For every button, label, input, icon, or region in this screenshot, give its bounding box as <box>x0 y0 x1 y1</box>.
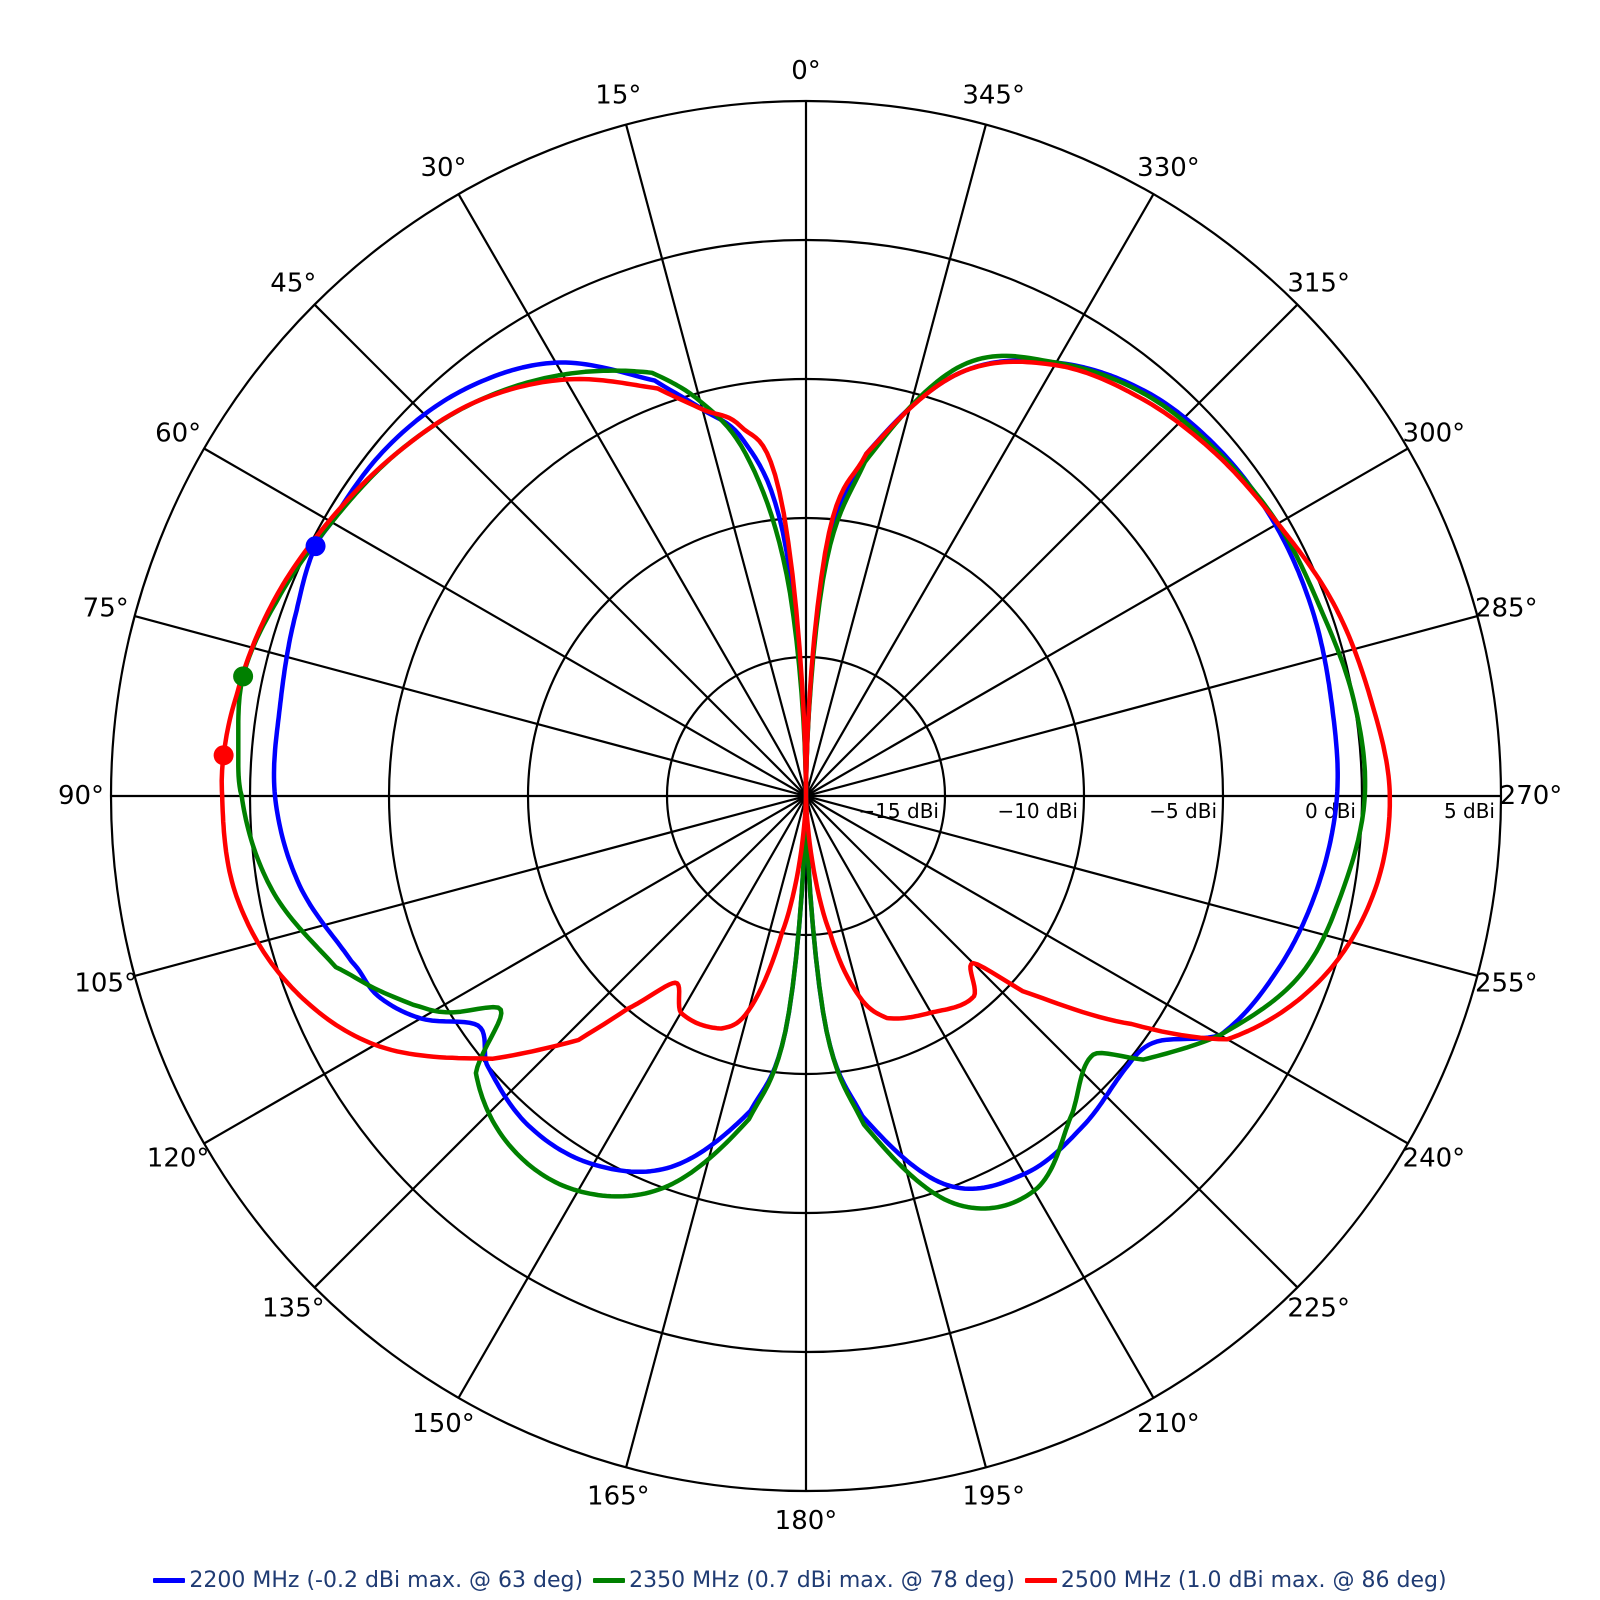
angle-label-210: 210° <box>1137 1409 1200 1439</box>
spoke-45 <box>313 303 807 797</box>
radial-tick-label-4: 5 dBi <box>1444 799 1495 823</box>
angle-label-285: 285° <box>1475 593 1538 623</box>
legend-item-2500[interactable]: 2500 MHz (1.0 dBi max. @ 86 deg) <box>1024 1567 1447 1593</box>
angle-label-105: 105° <box>74 969 137 999</box>
peak-marker-0 <box>305 536 326 557</box>
legend-item-2350[interactable]: 2350 MHz (0.7 dBi max. @ 78 deg) <box>593 1568 1015 1593</box>
angle-spokes <box>111 101 1501 1491</box>
angle-label-90: 90° <box>58 781 104 811</box>
radial-tick-labels: −15 dBi −10 dBi −5 dBi 0 dBi 5 dBi <box>858 799 1495 823</box>
angle-label-225: 225° <box>1287 1294 1350 1324</box>
series-line-2 <box>219 359 1393 1061</box>
angle-label-315: 315° <box>1287 268 1350 298</box>
spoke-225 <box>805 795 1299 1289</box>
legend-label-2200: 2200 MHz (-0.2 dBi max. @ 63 deg) <box>189 1567 584 1593</box>
spoke-285 <box>805 615 1478 798</box>
angle-label-30: 30° <box>420 153 466 183</box>
angle-label-255: 255° <box>1475 969 1538 999</box>
spoke-195 <box>804 795 987 1468</box>
angle-label-330: 330° <box>1137 153 1200 183</box>
angle-label-0: 0° <box>791 56 821 86</box>
spoke-315 <box>805 303 1299 797</box>
spoke-15 <box>625 124 808 797</box>
angle-label-45: 45° <box>270 268 316 298</box>
angle-label-300: 300° <box>1403 419 1466 449</box>
legend-label-2500: 2500 MHz (1.0 dBi max. @ 86 deg) <box>1060 1567 1447 1593</box>
peak-marker-1 <box>233 666 254 687</box>
spoke-255 <box>805 794 1478 977</box>
angle-label-240: 240° <box>1403 1144 1466 1174</box>
peak-marker-2 <box>213 745 234 766</box>
legend-label-2350: 2350 MHz (0.7 dBi max. @ 78 deg) <box>629 1567 1015 1593</box>
spoke-60 <box>203 447 807 797</box>
radial-tick-label-2: −5 dBi <box>1149 799 1217 823</box>
angle-label-75: 75° <box>83 593 129 623</box>
legend-swatch-2500 <box>1024 1577 1057 1583</box>
series-lines <box>219 353 1393 1211</box>
angle-label-165: 165° <box>587 1481 650 1511</box>
angle-label-150: 150° <box>412 1409 475 1439</box>
angle-label-195: 195° <box>962 1481 1025 1511</box>
angle-label-180: 180° <box>775 1506 838 1536</box>
angle-label-270: 270° <box>1500 781 1563 811</box>
spoke-30 <box>457 193 807 797</box>
spoke-210 <box>805 795 1155 1399</box>
legend: 2200 MHz (-0.2 dBi max. @ 63 deg) 2350 M… <box>0 1563 1600 1597</box>
spoke-120 <box>203 795 807 1145</box>
angle-label-120: 120° <box>147 1144 210 1174</box>
radial-tick-label-0: −15 dBi <box>858 799 939 823</box>
legend-swatch-2200 <box>153 1577 186 1583</box>
angle-labels: 0° 15° 30° 45° 60° 75° 90° 105° 120° 135° 150° 165°… <box>58 56 1562 1536</box>
angle-label-135: 135° <box>262 1294 325 1324</box>
spoke-165 <box>625 795 808 1468</box>
angle-label-15: 15° <box>595 81 641 111</box>
legend-item-2200[interactable]: 2200 MHz (-0.2 dBi max. @ 63 deg) <box>153 1568 583 1593</box>
spoke-150 <box>457 795 807 1399</box>
spoke-135 <box>313 795 807 1289</box>
spoke-75 <box>134 615 807 798</box>
angle-label-345: 345° <box>962 81 1025 111</box>
peak-markers <box>213 536 326 766</box>
spoke-330 <box>805 193 1155 797</box>
radial-tick-label-3: 0 dBi <box>1305 799 1356 823</box>
legend-swatch-2350 <box>593 1577 626 1583</box>
angle-label-60: 60° <box>155 419 201 449</box>
radial-tick-label-1: −10 dBi <box>997 799 1078 823</box>
spoke-240 <box>805 795 1409 1145</box>
spoke-105 <box>134 794 807 977</box>
spoke-300 <box>805 447 1409 797</box>
spoke-345 <box>804 124 987 797</box>
